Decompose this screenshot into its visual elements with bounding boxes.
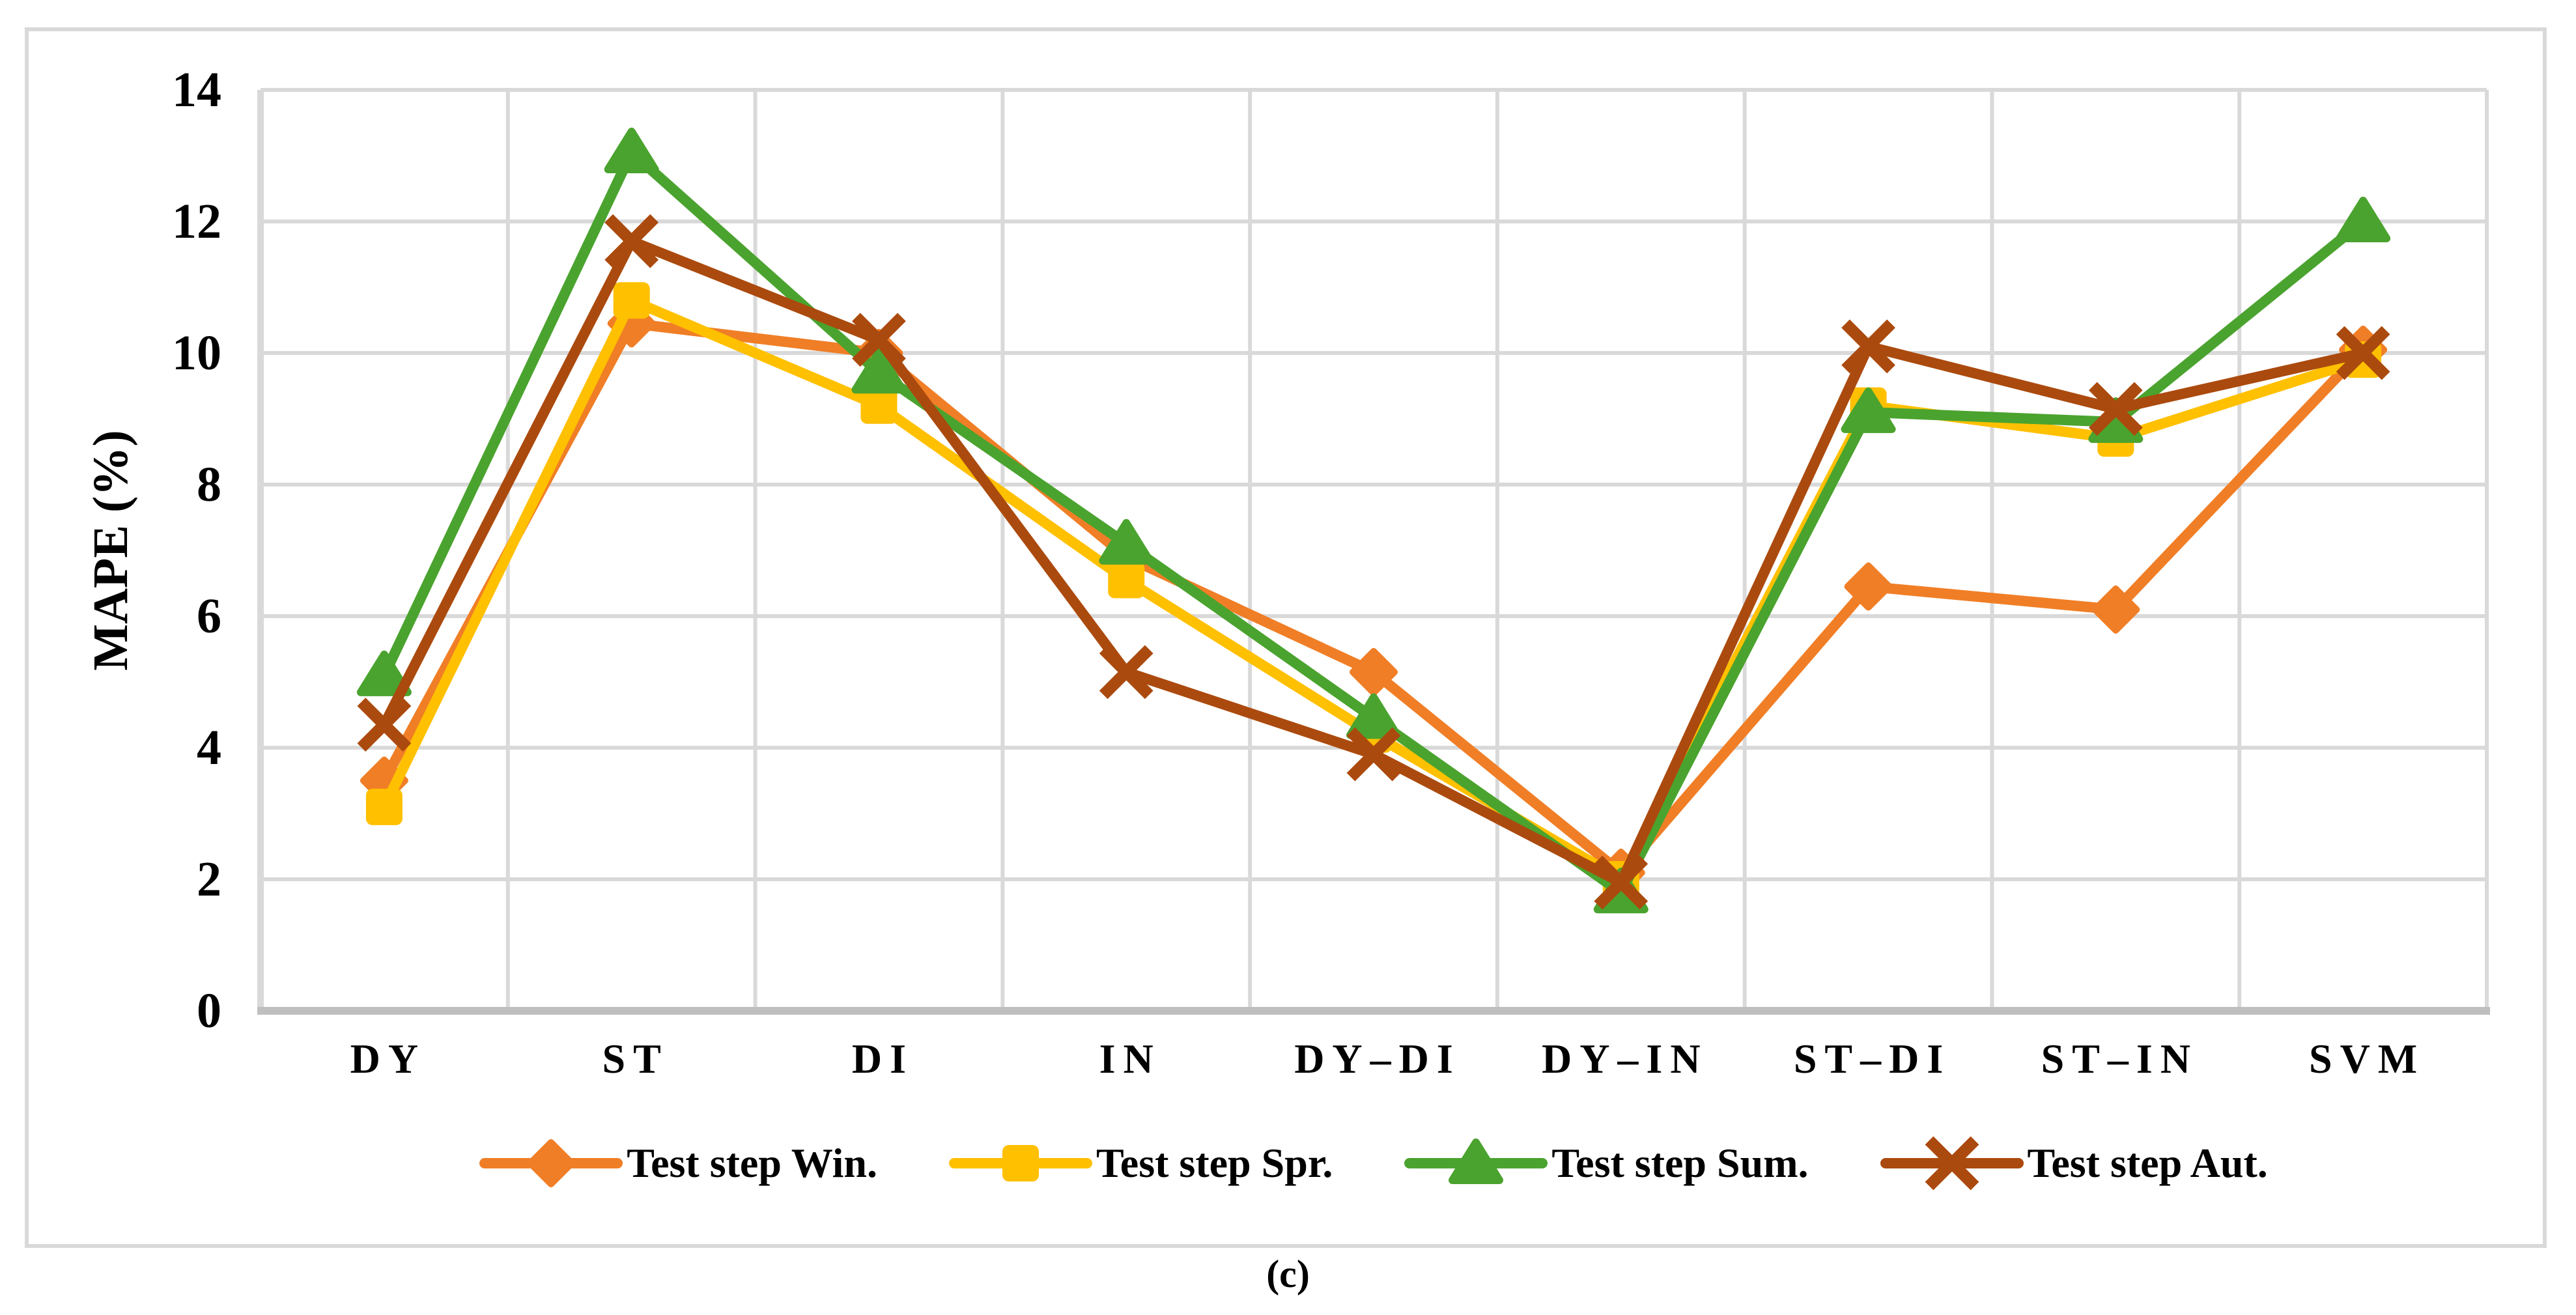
legend-label: Test step Sum. bbox=[1551, 1140, 1809, 1186]
y-tick-label: 2 bbox=[197, 852, 221, 907]
series-line bbox=[378, 295, 2369, 884]
x-category-label: ST bbox=[602, 1036, 669, 1082]
x-category-label: ST–DI bbox=[1793, 1036, 1951, 1082]
square-marker bbox=[613, 282, 650, 319]
x-category-label: DY–DI bbox=[1294, 1036, 1461, 1082]
x-category-label: DI bbox=[851, 1036, 914, 1082]
triangle-marker bbox=[1346, 693, 1401, 739]
y-axis-title: MAPE (%) bbox=[83, 430, 138, 671]
y-tick-label: 14 bbox=[172, 63, 221, 117]
triangle-marker bbox=[2336, 197, 2391, 242]
figure-border bbox=[25, 27, 2547, 1248]
square-marker bbox=[365, 788, 403, 825]
x-marker bbox=[1099, 645, 1154, 700]
x-marker bbox=[2336, 326, 2390, 380]
y-tick-label: 12 bbox=[172, 194, 221, 249]
x-category-label: IN bbox=[1099, 1036, 1161, 1082]
y-tick-label: 8 bbox=[197, 457, 221, 512]
x-marker bbox=[357, 698, 412, 752]
legend-item: Test step Sum. bbox=[1404, 1131, 1809, 1196]
x-category-label: SVM bbox=[2308, 1036, 2426, 1082]
x-marker bbox=[1841, 319, 1895, 374]
x-marker bbox=[1594, 855, 1649, 910]
x-marker bbox=[604, 214, 659, 268]
y-tick-label: 6 bbox=[197, 589, 221, 643]
legend-item: Test step Win. bbox=[479, 1131, 877, 1196]
square-marker bbox=[1108, 561, 1145, 599]
legend-item: Test step Spr. bbox=[948, 1131, 1333, 1196]
y-tick-label: 0 bbox=[197, 983, 221, 1038]
diamond-marker bbox=[1844, 562, 1893, 611]
x-category-label: DY–IN bbox=[1541, 1036, 1708, 1082]
x-marker bbox=[852, 313, 906, 367]
series-line bbox=[378, 236, 2369, 888]
legend-item: Test step Aut. bbox=[1880, 1131, 2268, 1196]
triangle-marker bbox=[851, 348, 907, 394]
x-category-label: ST–IN bbox=[2041, 1036, 2199, 1082]
legend-diamond-marker-icon bbox=[479, 1139, 623, 1187]
x-category-label: DY bbox=[350, 1036, 427, 1082]
legend-label: Test step Spr. bbox=[1096, 1140, 1333, 1186]
figure-caption: (c) bbox=[1266, 1252, 1310, 1295]
legend-square-marker-icon bbox=[948, 1145, 1092, 1181]
legend-label: Test step Win. bbox=[627, 1140, 877, 1186]
diamond-marker bbox=[1350, 647, 1398, 696]
y-tick-label: 10 bbox=[172, 326, 221, 380]
triangle-marker bbox=[356, 650, 412, 696]
diamond-marker bbox=[2091, 585, 2140, 634]
legend-x-marker-icon bbox=[1880, 1136, 2024, 1191]
legend-label: Test step Aut. bbox=[2027, 1140, 2268, 1186]
x-marker bbox=[2088, 382, 2143, 436]
legend-triangle-marker-icon bbox=[1404, 1138, 1548, 1184]
triangle-marker bbox=[1841, 387, 1896, 433]
triangle-marker bbox=[604, 127, 659, 173]
y-tick-label: 4 bbox=[197, 720, 221, 775]
x-marker bbox=[1346, 727, 1401, 782]
series-line bbox=[378, 318, 2369, 878]
square-marker bbox=[860, 387, 898, 424]
chart-legend: Test step Win. Test step Spr. Test step Su… bbox=[261, 1124, 2487, 1202]
triangle-marker bbox=[1099, 518, 1154, 565]
